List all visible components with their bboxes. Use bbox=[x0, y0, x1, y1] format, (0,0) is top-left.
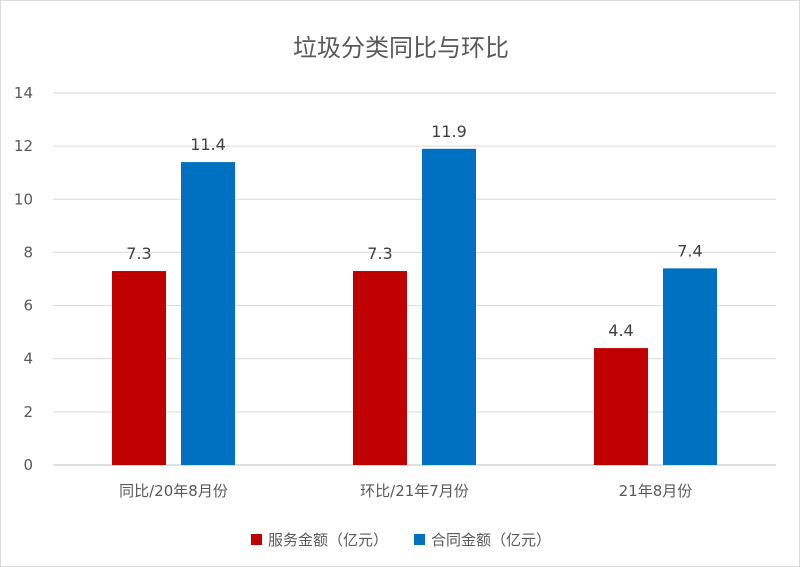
data-label: 11.4 bbox=[190, 135, 226, 154]
bar-0-0[interactable] bbox=[112, 271, 166, 465]
legend-swatch-contract bbox=[414, 534, 425, 545]
x-axis-categories: 同比/20年8月份 环比/21年7月份 21年8月份 bbox=[119, 482, 692, 500]
bars bbox=[112, 148, 717, 466]
legend-label-service: 服务金额（亿元） bbox=[267, 531, 388, 549]
bar-0-1[interactable] bbox=[353, 271, 407, 465]
data-label: 7.3 bbox=[367, 244, 392, 263]
y-tick-label: 14 bbox=[14, 84, 33, 102]
y-tick-label: 10 bbox=[14, 190, 33, 208]
legend-swatch-service bbox=[250, 534, 262, 545]
legend-label-contract: 合同金额（亿元） bbox=[431, 531, 552, 549]
y-tick-label: 12 bbox=[14, 137, 33, 155]
y-tick-label: 4 bbox=[23, 350, 33, 368]
gridlines bbox=[53, 92, 776, 466]
data-label: 7.4 bbox=[677, 241, 702, 260]
x-category-label: 环比/21年7月份 bbox=[360, 482, 469, 500]
y-tick-label: 8 bbox=[23, 243, 33, 261]
chart-title: 垃圾分类同比与环比 bbox=[293, 34, 509, 62]
data-label: 4.4 bbox=[608, 321, 633, 340]
bar-1-2[interactable] bbox=[663, 268, 717, 465]
legend: 服务金额（亿元） 合同金额（亿元） bbox=[1, 529, 800, 550]
bar-1-1[interactable] bbox=[422, 148, 476, 466]
y-tick-label: 2 bbox=[23, 403, 33, 421]
data-labels: 7.3 11.4 7.3 11.9 4.4 7.4 bbox=[126, 122, 702, 340]
data-label: 7.3 bbox=[126, 244, 151, 263]
y-axis-ticks: 0 2 4 6 8 10 12 14 bbox=[14, 84, 33, 474]
y-tick-label: 6 bbox=[23, 297, 33, 315]
bar-chart: 0 2 4 6 8 10 12 14 7.3 11.4 7.3 11.9 4.4 7.4 同比/20年8… bbox=[14, 84, 776, 500]
legend-item-contract[interactable]: 合同金额（亿元） bbox=[414, 529, 551, 550]
y-tick-label: 0 bbox=[23, 456, 33, 474]
x-category-label: 21年8月份 bbox=[619, 482, 693, 500]
data-label: 11.9 bbox=[431, 122, 467, 141]
bar-0-2[interactable] bbox=[594, 348, 648, 465]
legend-item-service[interactable]: 服务金额（亿元） bbox=[250, 529, 388, 550]
x-category-label: 同比/20年8月份 bbox=[119, 482, 228, 500]
bar-1-0[interactable] bbox=[181, 162, 235, 466]
